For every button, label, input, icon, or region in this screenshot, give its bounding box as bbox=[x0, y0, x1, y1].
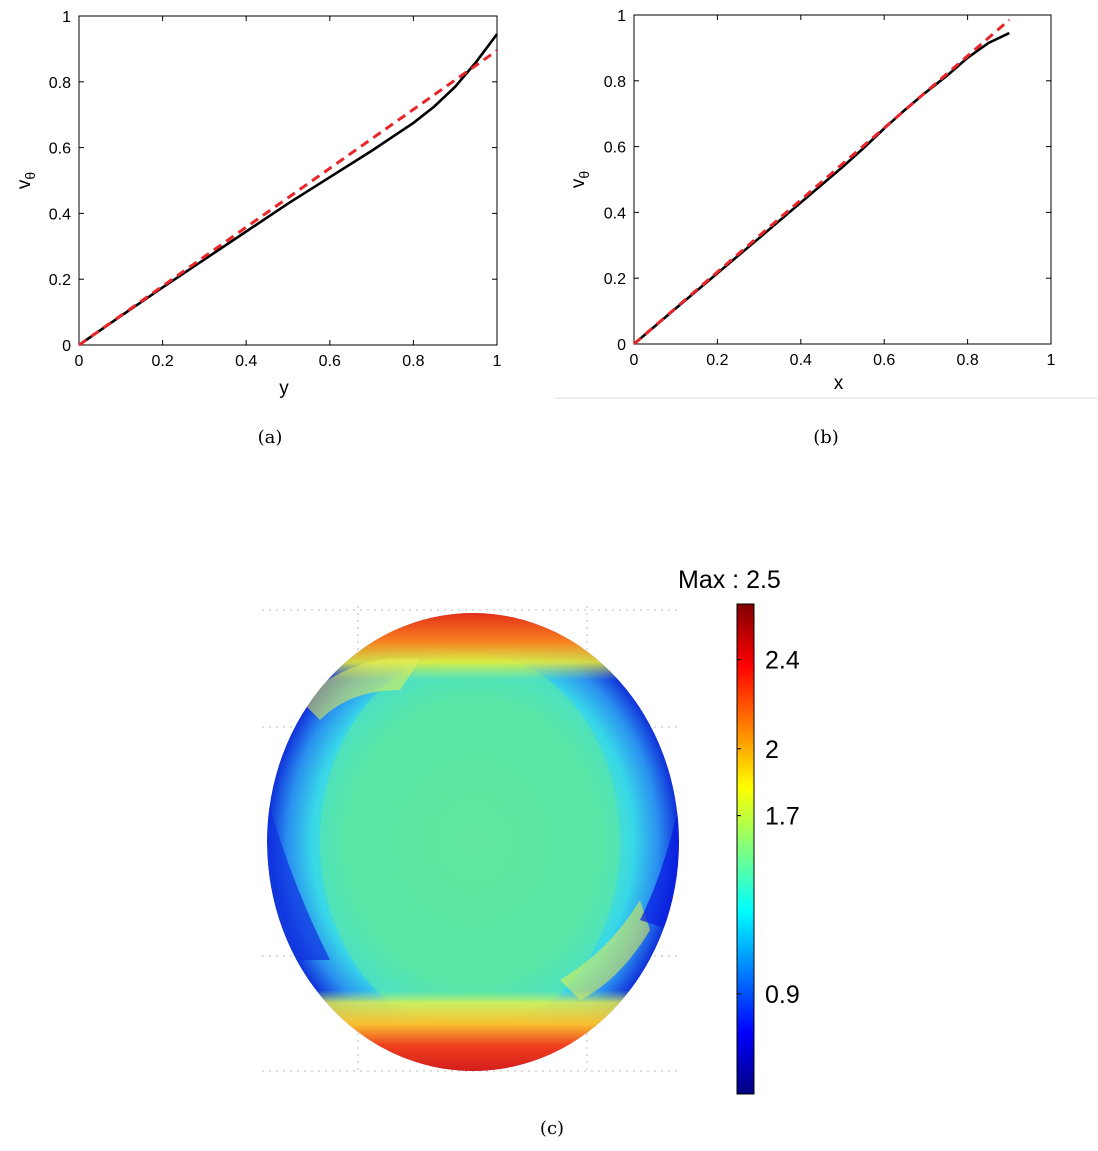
y-axis-label-subscript: θ bbox=[576, 171, 592, 179]
caption-c: (c) bbox=[540, 1118, 564, 1139]
disc-blue-right-edge bbox=[640, 800, 679, 930]
x-tick-label: 0.4 bbox=[235, 353, 257, 370]
disc-yellow-streak-upper-left bbox=[300, 658, 420, 720]
x-axis-label: x bbox=[834, 373, 844, 394]
colorbar-tick-label: 0.9 bbox=[765, 981, 800, 1009]
x-tick-label: 0.8 bbox=[402, 353, 424, 370]
x-tick-label: 0.4 bbox=[790, 352, 812, 369]
panel-a-chart: 0 0.2 0.4 0.6 0.8 1 0 0.2 0.4 0.6 0.8 1 y vθ bbox=[14, 9, 502, 399]
y-tick-label: 1 bbox=[62, 9, 71, 26]
x-tick-label: 0 bbox=[630, 352, 639, 369]
colorbar-tick-label: 2.4 bbox=[765, 647, 800, 675]
colorbar: Max : 2.5 2.4 2 1.7 0.9 bbox=[678, 566, 800, 1095]
panel-c-heatmap: Max : 2.5 2.4 2 1.7 0.9 bbox=[262, 566, 800, 1095]
y-tick-label: 0.8 bbox=[604, 74, 626, 91]
reference-line-dashed bbox=[633, 18, 1011, 346]
x-tick-label: 0 bbox=[75, 353, 84, 370]
x-tick-label: 1 bbox=[1047, 352, 1056, 369]
disc-blue-left-edge bbox=[267, 800, 330, 960]
disc-bottom-warm-band bbox=[267, 990, 679, 1071]
disc-interior bbox=[320, 652, 620, 1032]
colorbar-tick-label: 2 bbox=[765, 736, 779, 764]
x-tick-label: 0.6 bbox=[873, 352, 895, 369]
caption-a: (a) bbox=[258, 427, 283, 448]
data-line-solid bbox=[78, 33, 499, 347]
panel-b-chart: 0 0.2 0.4 0.6 0.8 1 0 0.2 0.4 0.6 0.8 1 x vθ bbox=[568, 8, 1056, 394]
y-tick-label: 0.2 bbox=[604, 271, 626, 288]
y-tick-label: 0.6 bbox=[604, 140, 626, 157]
disc-top-warm-band bbox=[267, 613, 679, 680]
y-tick-label: 0.8 bbox=[49, 75, 71, 92]
x-tick-label: 1 bbox=[493, 353, 502, 370]
y-tick-label: 0.4 bbox=[49, 206, 71, 223]
colorbar-tick-label: 1.7 bbox=[765, 803, 800, 831]
y-axis-label-subscript: θ bbox=[22, 172, 38, 180]
y-tick-label: 0 bbox=[617, 337, 626, 354]
y-axis-label: vθ bbox=[14, 172, 38, 190]
y-axis-label-text: vθ bbox=[14, 172, 38, 190]
disc-yellow-streak-lower-right bbox=[560, 900, 650, 1000]
colorbar-scale bbox=[736, 603, 755, 1095]
plot-frame bbox=[78, 15, 498, 346]
caption-b: (b) bbox=[813, 427, 839, 448]
reference-line-dashed bbox=[78, 49, 498, 347]
y-tick-label: 0.2 bbox=[49, 272, 71, 289]
disc-field bbox=[267, 613, 679, 1071]
plot-frame bbox=[633, 14, 1052, 345]
y-axis-label-main: v bbox=[14, 179, 35, 189]
y-axis-label: vθ bbox=[568, 171, 592, 189]
y-tick-label: 0.6 bbox=[49, 141, 71, 158]
y-tick-label: 0 bbox=[62, 338, 71, 355]
y-tick-label: 0.4 bbox=[604, 205, 626, 222]
data-line-solid bbox=[633, 31, 1010, 345]
y-axis-label-main: v bbox=[568, 178, 589, 188]
colorbar-ticks: 2.4 2 1.7 0.9 bbox=[737, 647, 800, 1009]
x-tick-label: 0.2 bbox=[151, 353, 173, 370]
y-axis-label-text: vθ bbox=[568, 171, 592, 189]
x-tick-label: 0.6 bbox=[319, 353, 341, 370]
y-tick-label: 1 bbox=[617, 8, 626, 25]
x-tick-label: 0.2 bbox=[706, 352, 728, 369]
x-tick-label: 0.8 bbox=[956, 352, 978, 369]
colorbar-title: Max : 2.5 bbox=[678, 566, 781, 594]
x-axis-label: y bbox=[279, 378, 289, 399]
